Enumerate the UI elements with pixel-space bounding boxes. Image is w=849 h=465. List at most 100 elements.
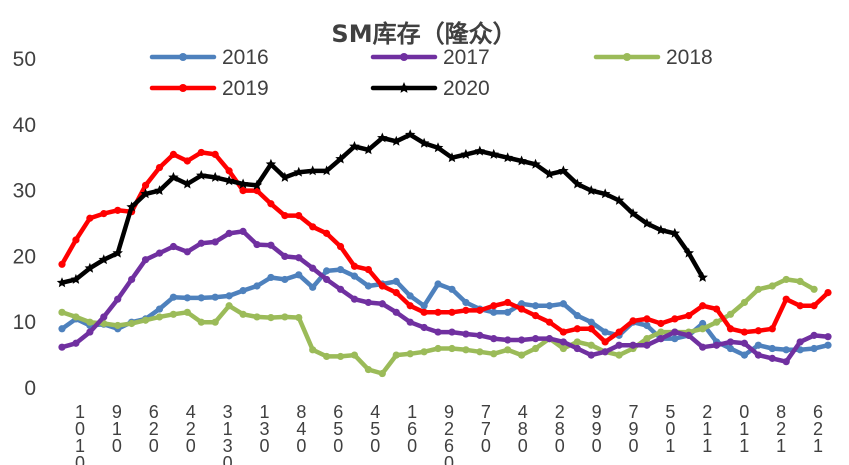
data-point [657,328,665,336]
data-point [518,305,526,313]
data-point [460,148,472,159]
data-point [126,201,137,212]
data-point [768,325,776,333]
data-point [599,188,611,199]
data-point [140,188,151,199]
data-point [810,331,818,339]
data-point [657,335,665,343]
data-point [336,352,345,361]
data-point [643,341,651,349]
data-point [545,318,554,326]
chart-title: SM库存（隆众） [331,20,516,48]
data-point [154,185,165,195]
data-point [726,310,735,318]
data-point [740,339,749,347]
data-point [474,145,485,156]
data-point [462,330,470,338]
data-point [657,319,665,328]
data-point [448,308,456,316]
data-point [420,302,428,310]
data-point [197,148,205,157]
data-point [796,338,804,346]
data-point [726,344,735,353]
data-point [518,300,526,308]
data-point [434,308,442,316]
data-point [267,313,275,322]
data-point [685,331,693,339]
data-point [392,288,400,297]
data-point [72,339,80,347]
data-point [267,241,275,249]
data-point [768,354,776,362]
y-tick-label: 20 [13,245,36,268]
data-point [754,351,762,359]
data-point [782,275,790,284]
data-point [169,150,178,159]
data-point [350,295,359,303]
data-point [295,271,303,279]
data-point [225,292,233,300]
data-point [183,248,191,256]
data-point [699,343,707,351]
data-point [112,247,123,258]
data-point [434,328,442,336]
data-point [183,157,191,165]
data-point [518,351,526,359]
data-point [448,328,456,336]
data-point [267,200,275,208]
legend-item-2016: 2016 [149,46,269,69]
data-point [490,302,498,310]
data-point [336,242,345,251]
data-point [418,137,430,148]
data-point [86,328,94,336]
data-point [643,315,651,323]
data-point [323,275,331,284]
legend-item-2017: 2017 [370,46,490,69]
data-point [476,306,484,314]
data-point [572,178,583,189]
data-point [712,341,721,349]
data-point [531,312,540,320]
data-point [462,346,470,354]
legend-marker [400,53,408,61]
data-point [323,229,331,237]
data-point [518,336,526,344]
data-point [502,152,513,163]
data-point [726,325,735,333]
data-point [141,181,150,189]
data-point [128,275,136,284]
data-point [309,346,317,354]
data-point [669,227,680,238]
data-point [155,305,164,313]
data-point [740,351,749,359]
data-point [378,369,386,378]
data-point [84,262,96,273]
data-point [169,242,178,251]
data-point [796,277,804,286]
data-point [211,150,219,159]
data-point [406,292,414,300]
data-point [559,338,567,346]
data-point [98,254,109,265]
legend-label: 2019 [222,77,269,100]
data-point [490,335,498,343]
data-point [70,273,82,284]
data-point [349,141,360,151]
data-point [420,323,428,332]
data-point [573,344,581,353]
data-point [58,325,66,333]
data-point [364,282,372,290]
data-point [754,327,762,335]
data-point [114,321,122,330]
data-point [225,167,233,175]
data-point [558,165,569,176]
data-point [378,282,386,290]
data-point [754,341,762,349]
data-point [267,273,275,282]
data-point [697,272,708,282]
